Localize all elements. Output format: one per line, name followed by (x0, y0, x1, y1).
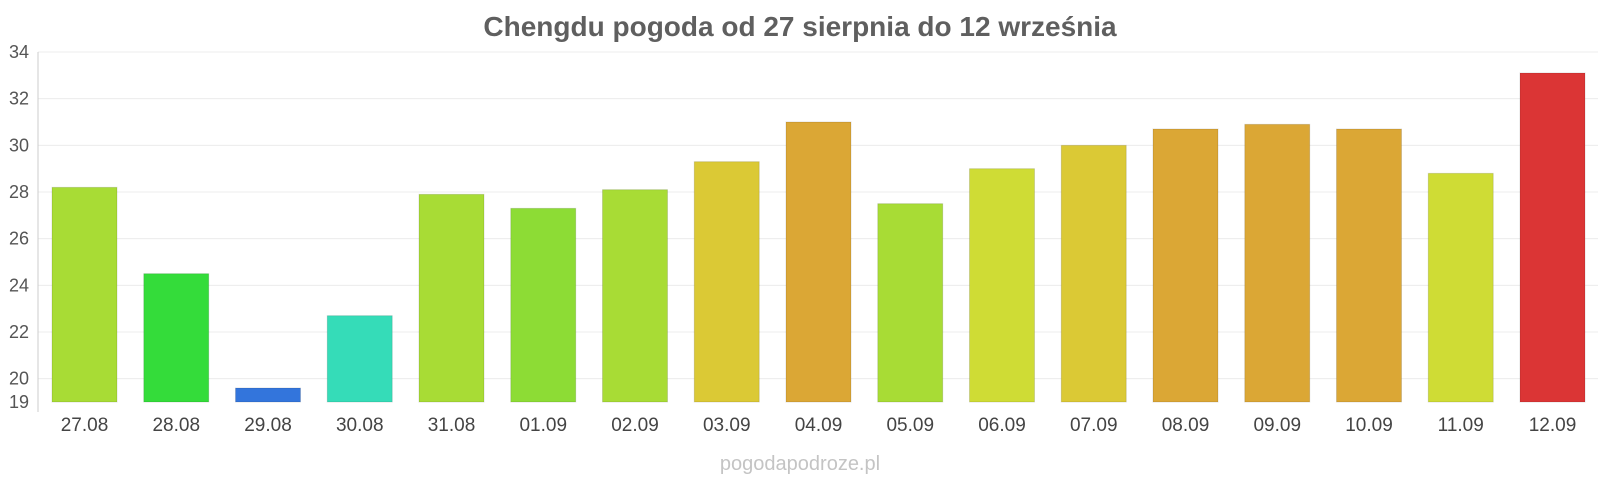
bar-05.09[interactable] (877, 203, 944, 403)
y-tick-label: 28 (9, 182, 29, 202)
y-tick-label: 30 (9, 135, 29, 155)
bar-31.08[interactable] (418, 193, 485, 403)
x-tick-label: 27.08 (61, 415, 109, 436)
x-tick-label: 03.09 (703, 415, 751, 436)
watermark-text: pogodapodroze.pl (720, 453, 880, 475)
bar-28.08[interactable] (143, 273, 210, 403)
y-tick-label: 20 (9, 369, 29, 389)
x-tick-label: 12.09 (1529, 415, 1577, 436)
x-tick-label: 10.09 (1345, 415, 1393, 436)
y-tick-label: 34 (9, 42, 29, 62)
x-tick-label: 06.09 (978, 415, 1026, 436)
x-tick-label: 30.08 (336, 415, 384, 436)
bar-29.08[interactable] (235, 387, 301, 403)
x-tick-label: 29.08 (244, 415, 292, 436)
y-tick-label: 22 (9, 322, 29, 342)
bar-11.09[interactable] (1427, 172, 1494, 403)
bar-01.09[interactable] (510, 207, 577, 403)
x-tick-label: 31.08 (428, 415, 476, 436)
x-tick-label: 04.09 (795, 415, 843, 436)
x-tick-label: 08.09 (1162, 415, 1210, 436)
bar-04.09[interactable] (785, 121, 852, 403)
bar-06.09[interactable] (969, 168, 1035, 403)
y-axis-ticks: 19 20 22 24 26 28 30 32 34 (9, 42, 29, 412)
bar-10.09[interactable] (1336, 128, 1402, 403)
bar-07.09[interactable] (1060, 144, 1127, 403)
y-tick-label: 32 (9, 89, 29, 109)
x-tick-label: 07.09 (1070, 415, 1118, 436)
bar-30.08[interactable] (326, 315, 393, 403)
x-tick-label: 02.09 (611, 415, 659, 436)
y-tick-label: 26 (9, 229, 29, 249)
bar-03.09[interactable] (693, 161, 760, 403)
y-tick-label: 19 (9, 392, 29, 412)
x-tick-label: 01.09 (519, 415, 567, 436)
bar-02.09[interactable] (602, 189, 668, 403)
bar-27.08[interactable] (51, 186, 118, 403)
bar-09.09[interactable] (1244, 123, 1311, 403)
x-tick-label: 28.08 (152, 415, 200, 436)
bar-12.09[interactable] (1519, 72, 1586, 403)
x-axis-ticks: 27.08 28.08 29.08 30.08 31.08 01.09 02.09 03.09… (61, 415, 1577, 436)
y-tick-label: 24 (9, 275, 29, 295)
bar-08.09[interactable] (1152, 128, 1219, 403)
bars (51, 72, 1586, 403)
x-tick-label: 05.09 (886, 415, 934, 436)
chart-title: Chengdu pogoda od 27 sierpnia do 12 wrze… (483, 11, 1117, 42)
x-tick-label: 11.09 (1438, 415, 1484, 436)
x-tick-label: 09.09 (1253, 415, 1301, 436)
